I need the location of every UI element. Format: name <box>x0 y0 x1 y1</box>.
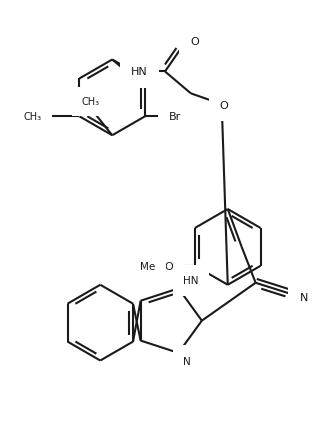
Text: CH₃: CH₃ <box>24 112 42 122</box>
Text: HN: HN <box>131 67 148 77</box>
Text: O: O <box>164 261 173 271</box>
Text: O: O <box>190 37 199 46</box>
Text: CH₃: CH₃ <box>81 97 99 107</box>
Text: N: N <box>183 356 191 366</box>
Text: O: O <box>220 101 228 111</box>
Text: Me: Me <box>140 261 155 271</box>
Text: HN: HN <box>183 276 199 286</box>
Text: N: N <box>300 292 308 302</box>
Text: Br: Br <box>169 112 181 122</box>
